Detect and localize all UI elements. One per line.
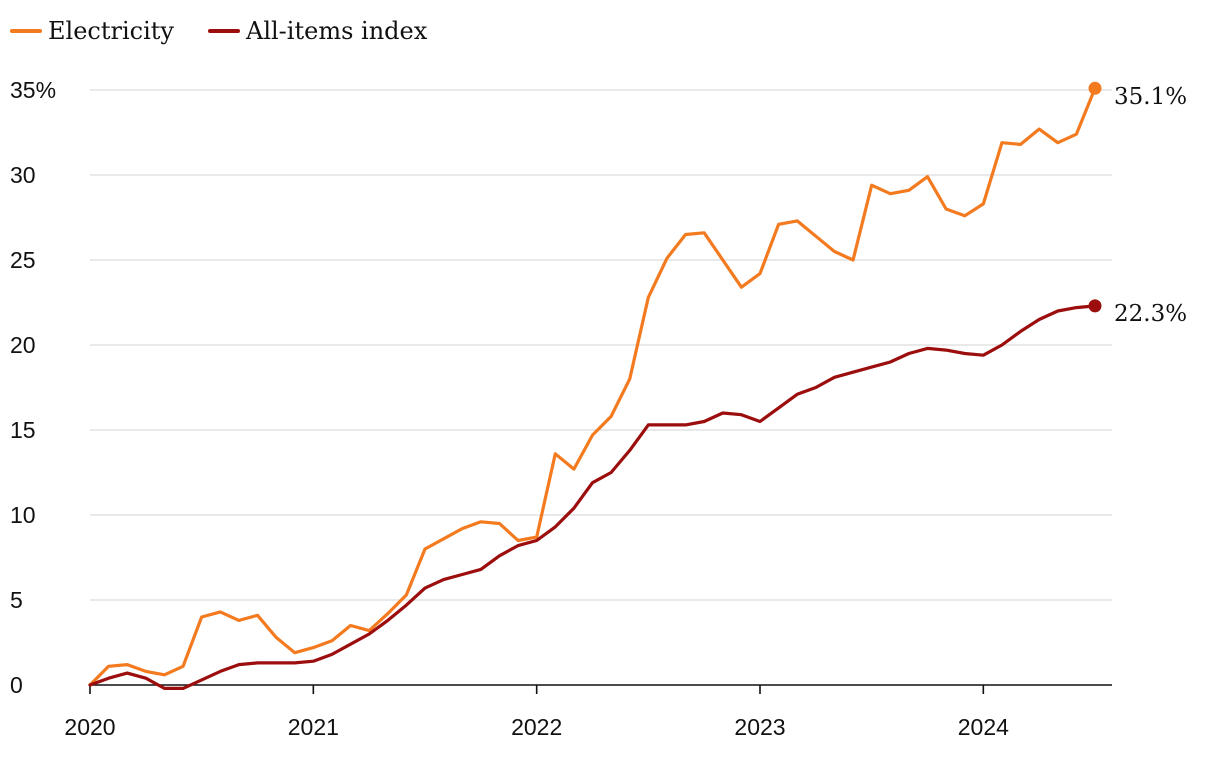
y-gridlines — [90, 89, 1112, 601]
legend-label-electricity: Electricity — [48, 17, 174, 45]
y-tick-label-10: 10 — [10, 502, 36, 528]
legend-label-all-items-index: All-items index — [245, 17, 428, 45]
y-tick-label-30: 30 — [10, 162, 36, 188]
y-tick-label-15: 15 — [10, 417, 36, 443]
end-marker-electricity — [1088, 81, 1102, 95]
x-tick-label-2021: 2021 — [288, 714, 339, 740]
y-tick-label-35: 35% — [10, 77, 56, 103]
y-tick-label-25: 25 — [10, 247, 36, 273]
y-tick-label-0: 0 — [10, 672, 23, 698]
y-tick-label-5: 5 — [10, 587, 23, 613]
end-markers — [1088, 81, 1102, 313]
series-lines — [88, 86, 1097, 691]
x-tick-label-2020: 2020 — [64, 714, 115, 740]
y-tick-label-20: 20 — [10, 332, 36, 358]
end-label-electricity: 35.1% — [1114, 84, 1187, 110]
legend: Electricity All-items index — [10, 17, 428, 45]
end-label-all-items-index: 22.3% — [1114, 301, 1187, 327]
series-line-electricity — [88, 86, 1097, 687]
x-tick-label-2024: 2024 — [958, 714, 1009, 740]
y-axis-ticks: 0 5 10 15 20 25 30 35% — [10, 77, 56, 698]
x-tick-label-2022: 2022 — [511, 714, 562, 740]
series-line-all-items-index — [88, 304, 1097, 691]
x-axis-ticks: 2020 2021 2022 2023 2024 — [64, 685, 1009, 740]
x-tick-label-2023: 2023 — [734, 714, 785, 740]
end-marker-all-items-index — [1088, 299, 1102, 313]
